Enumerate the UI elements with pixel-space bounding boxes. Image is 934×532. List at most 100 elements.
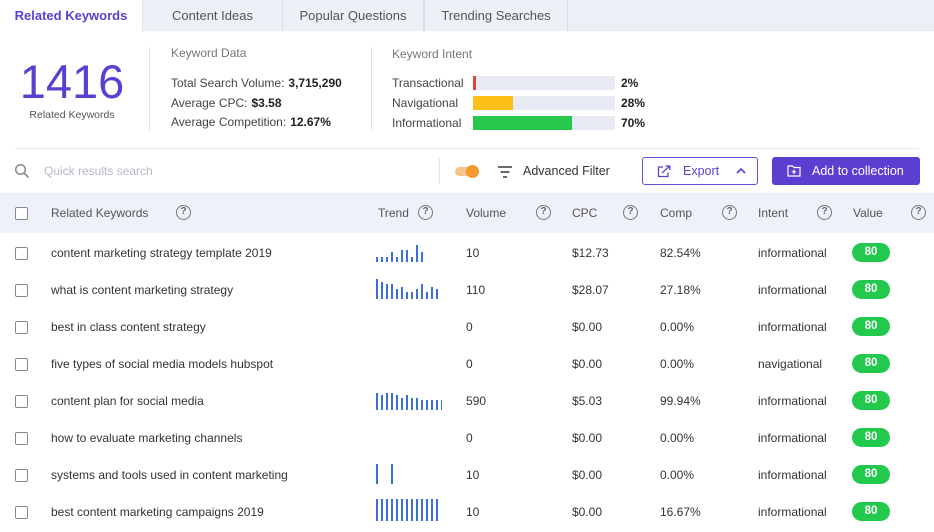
keyword-cell[interactable]: content plan for social media (51, 394, 204, 408)
total-search-volume-label: Total Search Volume: (171, 76, 285, 90)
add-to-collection-button[interactable]: Add to collection (772, 157, 920, 185)
header-intent[interactable]: Intent (758, 206, 789, 220)
header-related-keywords[interactable]: Related Keywords (51, 206, 149, 220)
trend-bar (406, 499, 408, 521)
header-trend[interactable]: Trend (378, 206, 409, 220)
intent-bar-navigational (473, 96, 615, 110)
trend-bar (416, 398, 418, 410)
quick-search-input[interactable] (44, 162, 424, 180)
row-checkbox[interactable] (15, 395, 28, 408)
trend-bar (426, 499, 428, 521)
summary-divider (371, 47, 372, 131)
trend-bar (376, 499, 378, 521)
value-badge: 80 (852, 243, 890, 262)
trend-bar (431, 287, 433, 299)
intent-label-informational: Informational (392, 116, 462, 130)
toolbar-divider (439, 158, 440, 184)
filter-toggle[interactable] (455, 165, 480, 178)
trend-bar (386, 284, 388, 299)
intent-bar-fill (473, 76, 476, 90)
tab-trending-searches[interactable]: Trending Searches (424, 0, 568, 31)
trend-bar (386, 393, 388, 410)
table-row[interactable]: best content marketing campaigns 2019 10… (0, 493, 934, 530)
cpc-cell: $0.00 (572, 468, 603, 482)
keyword-cell[interactable]: content marketing strategy template 2019 (51, 246, 272, 260)
row-checkbox[interactable] (15, 284, 28, 297)
trend-bar (386, 257, 388, 262)
help-icon[interactable]: ? (722, 205, 737, 220)
comp-cell: 82.54% (660, 246, 701, 260)
row-checkbox[interactable] (15, 432, 28, 445)
help-icon[interactable]: ? (176, 205, 191, 220)
keyword-data-title: Keyword Data (171, 46, 247, 60)
trend-bar (406, 292, 408, 299)
header-value[interactable]: Value (853, 206, 883, 220)
header-comp[interactable]: Comp (660, 206, 693, 220)
table-row[interactable]: content plan for social media 590 $5.03 … (0, 382, 934, 419)
trend-bar (416, 289, 418, 299)
comp-cell: 0.00% (660, 320, 695, 334)
row-checkbox[interactable] (15, 358, 28, 371)
intent-bar-informational (473, 116, 615, 130)
volume-cell: 0 (466, 431, 473, 445)
trend-bar (391, 499, 393, 521)
help-icon[interactable]: ? (536, 205, 551, 220)
keyword-cell[interactable]: systems and tools used in content market… (51, 468, 288, 482)
help-icon[interactable]: ? (623, 205, 638, 220)
keyword-cell[interactable]: five types of social media models hubspo… (51, 357, 274, 371)
table-row[interactable]: best in class content strategy 0 $0.00 0… (0, 308, 934, 345)
trend-bar (441, 400, 442, 410)
row-checkbox[interactable] (15, 469, 28, 482)
table-row[interactable]: what is content marketing strategy 110 $… (0, 271, 934, 308)
trend-bar (411, 398, 413, 410)
average-cpc-value: $3.58 (251, 96, 282, 110)
intent-cell: informational (758, 283, 827, 297)
trend-bar (436, 400, 438, 410)
comp-cell: 99.94% (660, 394, 701, 408)
tab-popular-questions[interactable]: Popular Questions (283, 0, 424, 31)
trend-bar (386, 499, 388, 521)
average-cpc: Average CPC: $3.58 (171, 96, 282, 110)
select-all-checkbox[interactable] (15, 207, 28, 220)
export-label: Export (683, 164, 720, 178)
trend-bar (381, 395, 383, 410)
filter-lines-icon (498, 166, 512, 178)
keyword-cell[interactable]: how to evaluate marketing channels (51, 431, 243, 445)
keyword-cell[interactable]: best content marketing campaigns 2019 (51, 505, 264, 519)
trend-bar (401, 499, 403, 521)
row-checkbox[interactable] (15, 321, 28, 334)
volume-cell: 0 (466, 320, 473, 334)
volume-cell: 0 (466, 357, 473, 371)
keyword-cell[interactable]: what is content marketing strategy (51, 283, 234, 297)
table-row[interactable]: five types of social media models hubspo… (0, 345, 934, 382)
advanced-filter-button[interactable]: Advanced Filter (523, 164, 610, 178)
tab-related-keywords[interactable]: Related Keywords (0, 0, 143, 32)
tab-content-ideas[interactable]: Content Ideas (143, 0, 283, 31)
table-row[interactable]: content marketing strategy template 2019… (0, 234, 934, 271)
help-icon[interactable]: ? (817, 205, 832, 220)
trend-sparkline (376, 464, 393, 484)
table-row[interactable]: systems and tools used in content market… (0, 456, 934, 493)
trend-bar (391, 284, 393, 299)
export-button[interactable]: Export (642, 157, 758, 185)
trend-sparkline (376, 314, 442, 336)
header-volume[interactable]: Volume (466, 206, 507, 220)
trend-bar (411, 499, 413, 521)
cpc-cell: $0.00 (572, 431, 603, 445)
row-checkbox[interactable] (15, 247, 28, 260)
table-row[interactable]: how to evaluate marketing channels 0 $0.… (0, 419, 934, 456)
average-competition: Average Competition: 12.67% (171, 115, 331, 129)
header-cpc[interactable]: CPC (572, 206, 598, 220)
cpc-cell: $28.07 (572, 283, 609, 297)
help-icon[interactable]: ? (911, 205, 926, 220)
related-keywords-count-label: Related Keywords (29, 109, 115, 121)
trend-bar (416, 245, 418, 262)
help-icon[interactable]: ? (418, 205, 433, 220)
value-badge: 80 (852, 428, 890, 447)
value-badge: 80 (852, 391, 890, 410)
row-checkbox[interactable] (15, 506, 28, 519)
keyword-cell[interactable]: best in class content strategy (51, 320, 206, 334)
trend-bar (406, 395, 408, 410)
add-to-collection-label: Add to collection (812, 164, 904, 178)
trend-bar (396, 395, 398, 410)
